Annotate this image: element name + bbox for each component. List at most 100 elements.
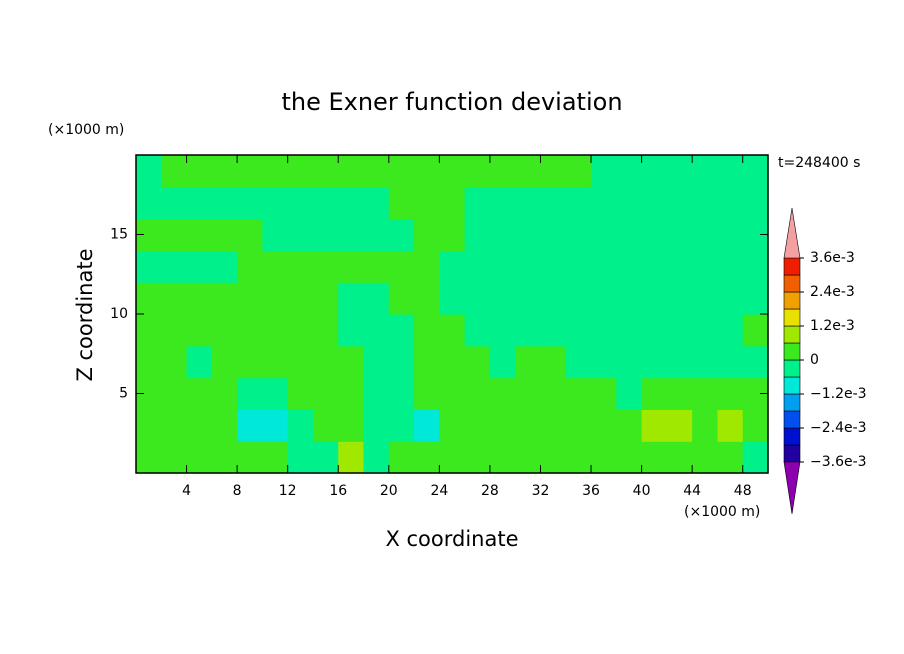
- contour-cell: [136, 441, 162, 474]
- contour-cell: [186, 409, 213, 442]
- colorbar-label: −1.2e-3: [810, 386, 867, 402]
- contour-cell: [692, 377, 719, 410]
- contour-cell: [439, 314, 466, 347]
- contour-cell: [363, 345, 390, 379]
- contour-cell: [515, 441, 542, 474]
- x-tick-label: 20: [380, 483, 398, 499]
- contour-cell: [616, 377, 643, 410]
- contour-cell: [186, 441, 213, 474]
- contour-cell: [464, 250, 491, 283]
- contour-cell: [237, 155, 263, 188]
- contour-cell: [742, 314, 769, 347]
- contour-cell: [717, 314, 744, 347]
- contour-cell: [186, 155, 213, 188]
- contour-cell: [540, 314, 567, 347]
- contour-cell: [717, 441, 744, 474]
- contour-cell: [388, 441, 415, 474]
- contour-cell: [338, 377, 365, 410]
- contour-cell: [439, 250, 466, 283]
- contour-cell: [136, 282, 162, 315]
- contour-cell: [591, 377, 617, 410]
- contour-cell: [388, 377, 415, 410]
- contour-cell: [161, 377, 188, 410]
- contour-cell: [312, 155, 339, 188]
- contour-cell: [717, 282, 744, 315]
- contour-cell: [464, 218, 491, 251]
- colorbar-extend-bottom: [783, 461, 801, 515]
- contour-cell: [591, 282, 617, 315]
- contour-cell: [591, 186, 617, 220]
- contour-cell: [692, 250, 719, 283]
- contour-cell: [363, 441, 390, 474]
- contour-cell: [717, 155, 744, 188]
- contour-cell: [287, 409, 314, 442]
- contour-cell: [287, 218, 314, 251]
- colorbar-box: [783, 393, 801, 412]
- contour-cell: [591, 218, 617, 251]
- contour-cell: [565, 250, 592, 283]
- contour-cell: [186, 218, 213, 251]
- contour-cell: [616, 314, 643, 347]
- contour-cell: [312, 186, 339, 220]
- contour-cell: [161, 441, 188, 474]
- contour-cell: [237, 282, 263, 315]
- contour-cell: [717, 409, 744, 442]
- contour-cell: [565, 155, 592, 188]
- y-tick-label: 10: [110, 306, 128, 322]
- contour-cell: [388, 186, 415, 220]
- contour-cell: [717, 186, 744, 220]
- y-axis-label: Z coordinate: [73, 248, 97, 381]
- contour-cell: [312, 441, 339, 474]
- contour-cell: [717, 250, 744, 283]
- contour-cell: [439, 441, 466, 474]
- contour-cell: [464, 377, 491, 410]
- contour-cell: [211, 218, 238, 251]
- contour-cell: [616, 345, 643, 379]
- contour-cell: [186, 186, 213, 220]
- contour-cell: [515, 409, 542, 442]
- x-unit: (×1000 m): [684, 504, 760, 520]
- contour-cell: [464, 345, 491, 379]
- contour-cell: [742, 345, 769, 379]
- contour-cell: [363, 186, 390, 220]
- contour-cell: [666, 441, 693, 474]
- contour-cell: [439, 345, 466, 379]
- contour-cell: [540, 409, 567, 442]
- contour-cell: [363, 409, 390, 442]
- contour-cell: [388, 314, 415, 347]
- contour-cell: [641, 250, 668, 283]
- contour-cell: [312, 282, 339, 315]
- contour-cell: [287, 282, 314, 315]
- contour-cell: [464, 155, 491, 188]
- contour-cell: [641, 282, 668, 315]
- contour-cell: [287, 314, 314, 347]
- contour-cell: [742, 441, 769, 474]
- chart-title: the Exner function deviation: [281, 88, 622, 116]
- contour-cell: [338, 186, 365, 220]
- contour-cell: [616, 186, 643, 220]
- contour-cell: [363, 250, 390, 283]
- contour-cell: [616, 282, 643, 315]
- contour-cell: [515, 250, 542, 283]
- contour-cell: [312, 345, 339, 379]
- colorbar-box: [783, 325, 801, 344]
- contour-cell: [388, 250, 415, 283]
- contour-cell: [414, 155, 440, 188]
- contour-cell: [414, 186, 440, 220]
- contour-cell: [666, 409, 693, 442]
- contour-cell: [565, 218, 592, 251]
- contour-cell: [565, 314, 592, 347]
- contour-cell: [489, 186, 516, 220]
- contour-cell: [540, 282, 567, 315]
- contour-cell: [515, 345, 542, 379]
- contour-cell: [591, 314, 617, 347]
- contour-cell: [742, 186, 769, 220]
- contour-cell: [540, 218, 567, 251]
- contour-cell: [666, 155, 693, 188]
- colorbar-label: 3.6e-3: [810, 250, 855, 266]
- contour-cell: [262, 441, 289, 474]
- contour-cell: [464, 186, 491, 220]
- contour-cell: [363, 155, 390, 188]
- y-unit: (×1000 m): [48, 122, 124, 138]
- contour-cell: [439, 409, 466, 442]
